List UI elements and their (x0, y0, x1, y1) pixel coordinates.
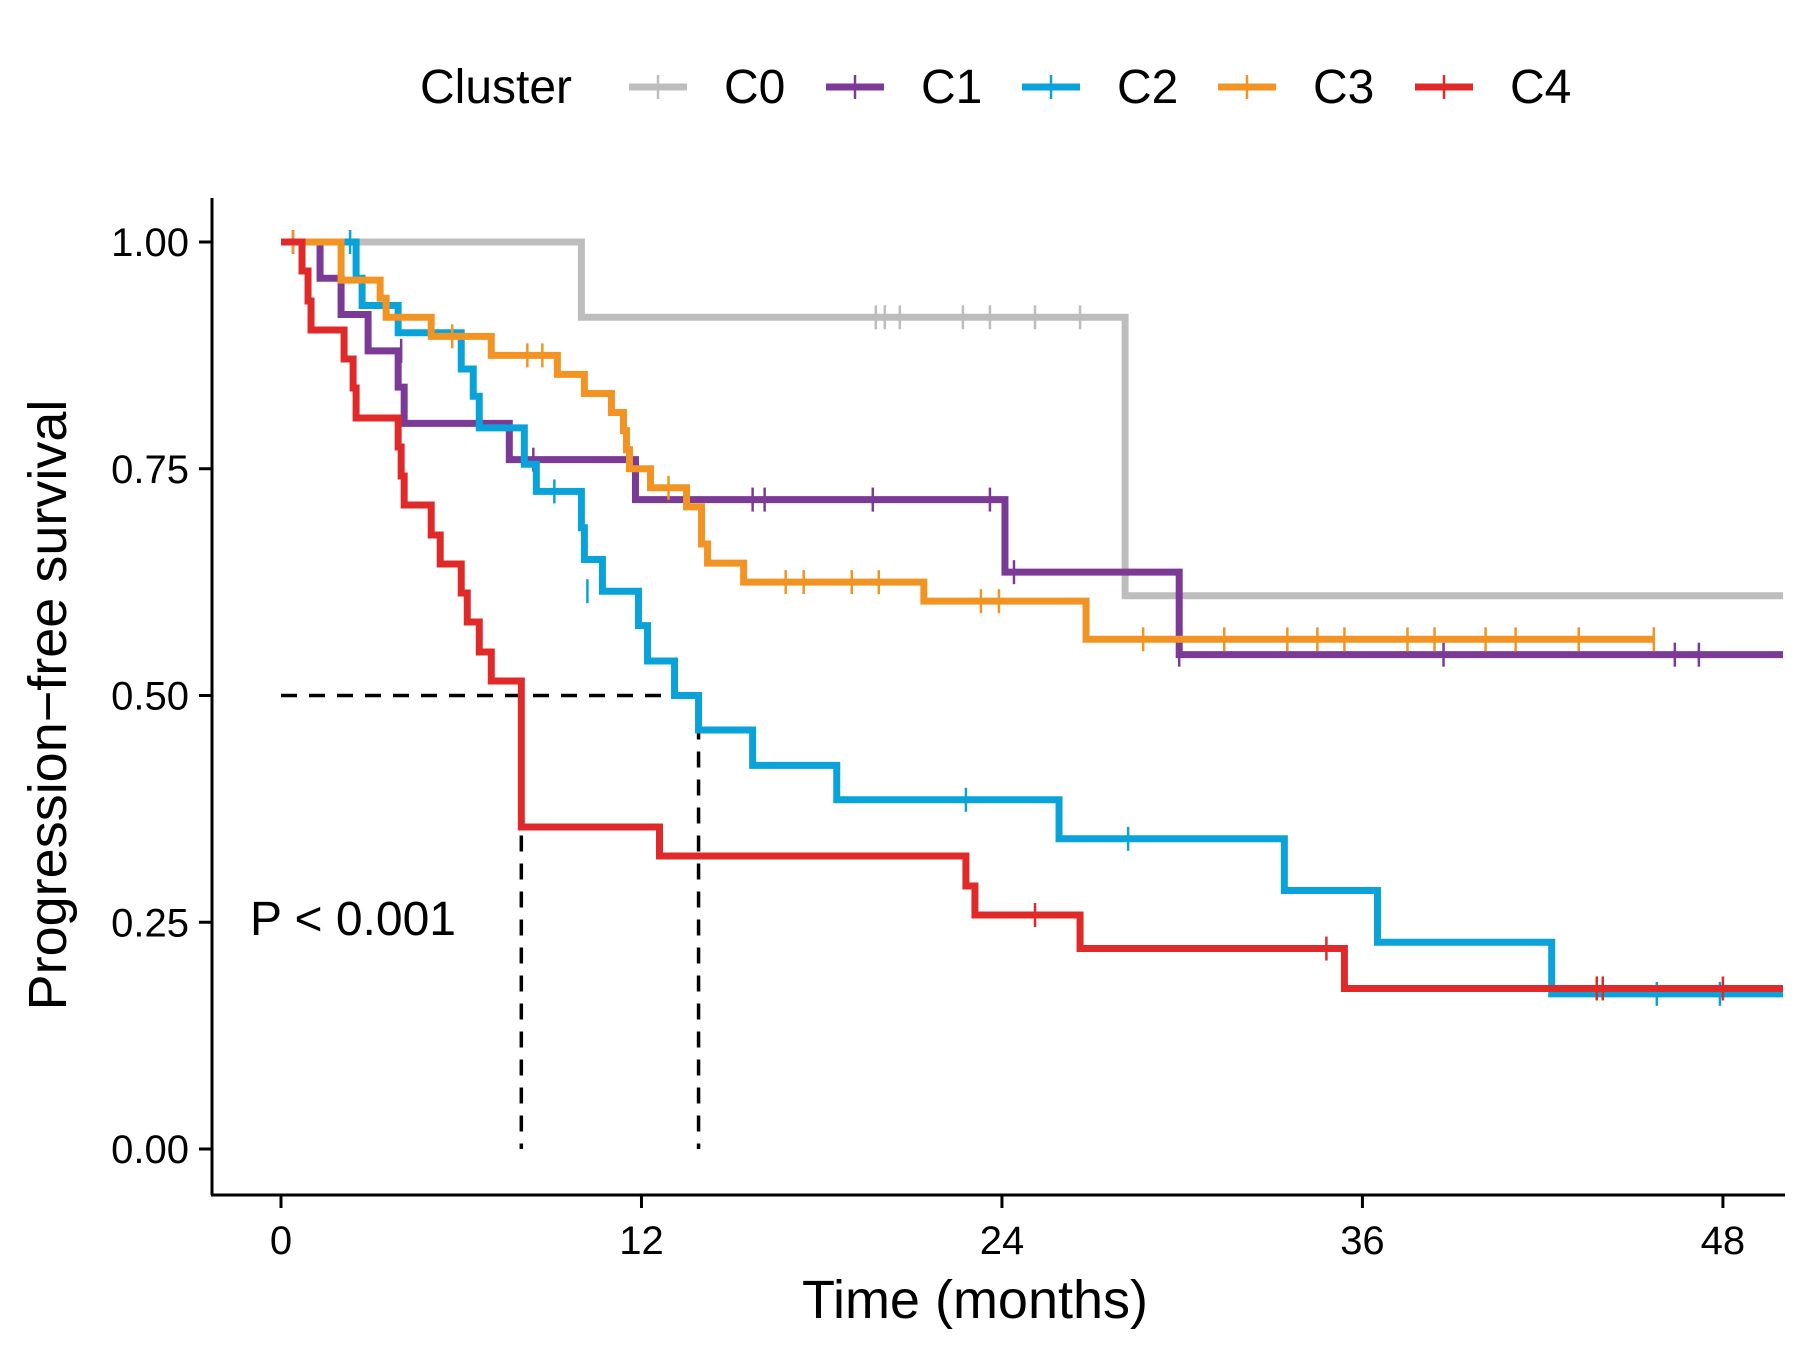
x-tick-label: 0 (270, 1219, 292, 1263)
y-ticks: 0.00 0.25 0.50 0.75 1.00 (111, 221, 212, 1172)
series-C1 (281, 230, 1783, 667)
survival-line (281, 238, 1783, 992)
legend-items: C0 C1 C2 C3 C4 (629, 61, 1571, 114)
x-ticks: 0 12 24 36 48 (270, 1195, 1745, 1263)
legend-label: C2 (1117, 61, 1178, 114)
survival-line (281, 238, 1654, 643)
series-C0 (281, 238, 1783, 600)
survival-line (281, 238, 1783, 659)
legend-item-C0: C0 (629, 61, 785, 114)
legend-item-C1: C1 (826, 61, 982, 114)
series-C4 (281, 238, 1783, 1001)
legend: Cluster C0 C1 C2 C3 C4 (420, 61, 1571, 114)
axes: 0 12 24 36 48 0.00 0.25 0.50 0.75 1.00 (111, 198, 1785, 1263)
legend-item-C4: C4 (1415, 61, 1571, 114)
y-axis-title: Progression−free survival (18, 400, 78, 1011)
median-lines (281, 693, 701, 1149)
legend-item-C2: C2 (1022, 61, 1178, 114)
legend-label: C1 (921, 61, 982, 114)
legend-title: Cluster (420, 61, 572, 114)
legend-label: C3 (1313, 61, 1374, 114)
legend-item-C3: C3 (1218, 61, 1374, 114)
legend-label: C4 (1510, 61, 1571, 114)
y-tick-label: 0.75 (111, 448, 189, 492)
x-tick-label: 36 (1340, 1219, 1385, 1263)
y-tick-label: 0.25 (111, 901, 189, 945)
x-tick-label: 12 (619, 1219, 664, 1263)
y-tick-label: 1.00 (111, 221, 189, 265)
y-tick-label: 0.00 (111, 1128, 189, 1172)
x-tick-label: 48 (1701, 1219, 1746, 1263)
y-tick-label: 0.50 (111, 675, 189, 719)
series-C3 (281, 230, 1656, 652)
series-C2 (281, 230, 1783, 1006)
legend-label: C0 (724, 61, 785, 114)
survival-curves (281, 230, 1783, 1006)
x-axis-title: Time (months) (802, 1270, 1148, 1330)
p-value-annotation: P < 0.001 (250, 893, 456, 946)
survival-line (281, 238, 1783, 600)
x-tick-label: 24 (980, 1219, 1025, 1263)
